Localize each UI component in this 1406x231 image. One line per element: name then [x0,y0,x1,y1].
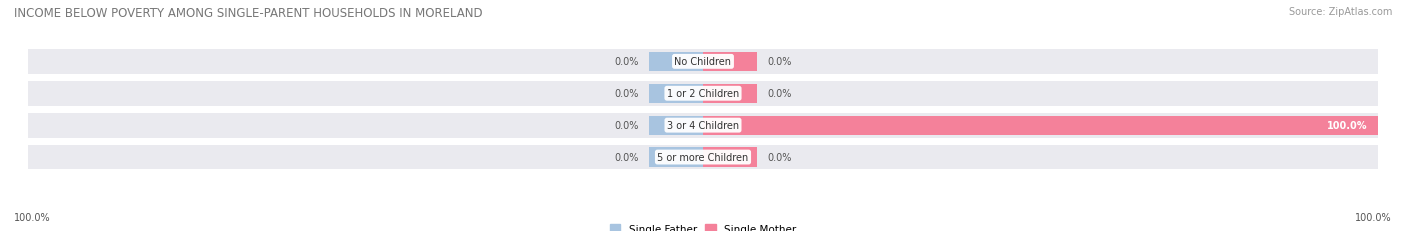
Bar [703,82,1378,106]
Text: 100.0%: 100.0% [1327,121,1368,131]
Bar [703,50,1378,74]
Bar [650,84,703,103]
Bar [703,116,1378,135]
Bar [703,84,756,103]
Bar [28,82,703,106]
Text: 0.0%: 0.0% [614,89,638,99]
Text: Source: ZipAtlas.com: Source: ZipAtlas.com [1288,7,1392,17]
Text: 0.0%: 0.0% [768,57,792,67]
Bar [28,145,703,170]
Text: 0.0%: 0.0% [768,89,792,99]
Text: 0.0%: 0.0% [614,152,638,162]
Text: 5 or more Children: 5 or more Children [658,152,748,162]
Text: 100.0%: 100.0% [1355,212,1392,222]
Text: 3 or 4 Children: 3 or 4 Children [666,121,740,131]
Text: No Children: No Children [675,57,731,67]
Bar [703,53,756,72]
Bar [650,116,703,135]
Bar [650,148,703,167]
Text: 1 or 2 Children: 1 or 2 Children [666,89,740,99]
Text: 0.0%: 0.0% [768,152,792,162]
Text: INCOME BELOW POVERTY AMONG SINGLE-PARENT HOUSEHOLDS IN MORELAND: INCOME BELOW POVERTY AMONG SINGLE-PARENT… [14,7,482,20]
Text: 100.0%: 100.0% [14,212,51,222]
Bar [28,50,703,74]
Bar [650,53,703,72]
Bar [703,145,1378,170]
Bar [703,113,1378,138]
Bar [703,148,756,167]
Text: 0.0%: 0.0% [614,121,638,131]
Legend: Single Father, Single Mother: Single Father, Single Mother [606,220,800,231]
Text: 0.0%: 0.0% [614,57,638,67]
Bar [28,113,703,138]
